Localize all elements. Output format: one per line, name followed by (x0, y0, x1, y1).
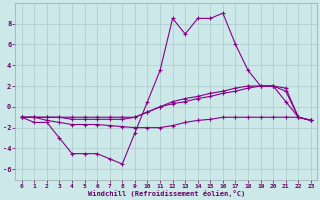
X-axis label: Windchill (Refroidissement éolien,°C): Windchill (Refroidissement éolien,°C) (88, 190, 245, 197)
